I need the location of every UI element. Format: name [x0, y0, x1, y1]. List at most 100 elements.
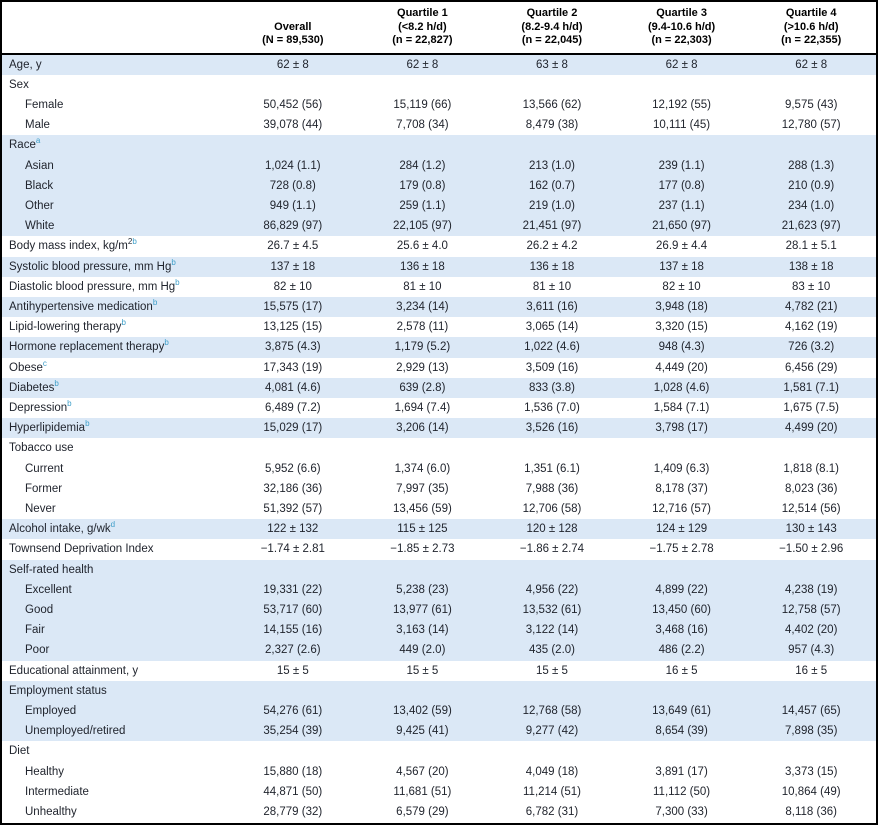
row-label-text: Race	[9, 139, 36, 152]
data-cell: 12,758 (57)	[781, 603, 841, 616]
column-header-title: Quartile 2	[526, 7, 578, 19]
table-row: Fair 14,155 (16) 3,163 (14) 3,122 (14) 3,468…	[2, 620, 876, 641]
data-cell	[617, 560, 747, 580]
table-row: Lipid-lowering therapyb 13,125 (15) 2,578 …	[2, 317, 876, 337]
data-cell: 62 ± 8	[795, 58, 828, 71]
row-label: Fair	[2, 620, 228, 640]
row-label-text: Antihypertensive medication	[9, 300, 153, 313]
data-cell: 35,254 (39)	[263, 725, 323, 738]
row-label: Body mass index, kg/m2b	[2, 236, 228, 256]
row-label-text: Lipid-lowering therapy	[9, 321, 122, 334]
footnote-marker: b	[67, 399, 72, 409]
column-header-n: (n = 22,355)	[781, 34, 842, 46]
data-cell: 1,694 (7.4)	[394, 401, 451, 414]
data-cell: 26.2 ± 4.2	[526, 240, 578, 253]
table-row: Healthy 15,880 (18) 4,567 (20) 4,049 (18) 3,…	[2, 762, 876, 782]
data-cell: 4,449 (20)	[655, 361, 708, 374]
data-cell: 13,532 (61)	[522, 603, 582, 616]
footnote-marker: a	[35, 136, 41, 146]
row-label-text: Obese	[9, 361, 43, 374]
column-header: Quartile 4 (>10.6 h/d) (n = 22,355)	[746, 2, 876, 55]
column-header-range: (9.4-10.6 h/d)	[647, 20, 716, 33]
row-label: Diabetesb	[2, 378, 228, 398]
data-cell	[617, 741, 747, 761]
data-cell: 136 ± 18	[529, 260, 575, 273]
row-label-text: Educational attainment, y	[9, 664, 139, 677]
row-label-text: Diet	[9, 745, 30, 758]
data-cell: 11,214 (51)	[523, 785, 581, 798]
data-cell: 137 ± 18	[659, 260, 704, 273]
row-label: Tobacco use	[2, 438, 228, 458]
row-label: Hormone replacement therapyb	[2, 337, 228, 357]
row-label-text: Employed	[25, 705, 77, 717]
row-label: Female	[2, 95, 228, 115]
column-header-n: (n = 22,827)	[392, 34, 453, 46]
data-cell	[487, 741, 617, 761]
data-cell	[228, 135, 358, 155]
row-label-text: Intermediate	[25, 785, 89, 798]
row-label: Townsend Deprivation Index	[2, 539, 228, 559]
data-cell: 17,343 (19)	[263, 361, 323, 374]
data-cell: 8,023 (36)	[784, 482, 838, 495]
row-label: Healthy	[2, 762, 228, 782]
table-row: Hormone replacement therapyb 3,875 (4.3) 1…	[2, 337, 876, 358]
data-cell: 15,575 (17)	[263, 300, 323, 313]
row-label-text: Systolic blood pressure, mm Hg	[9, 260, 172, 273]
data-cell: 210 (0.9)	[788, 179, 835, 192]
table-row: Hyperlipidemiab 15,029 (17) 3,206 (14) 3,52…	[2, 418, 876, 439]
table-row: Unhealthy 28,779 (32) 6,579 (29) 6,782 (31)…	[2, 802, 876, 822]
row-label: Employed	[2, 701, 228, 721]
row-label-text: Other	[25, 199, 54, 212]
data-cell: 1,374 (6.0)	[394, 462, 451, 475]
data-cell: 179 (0.8)	[399, 179, 446, 192]
data-cell: −1.75 ± 2.78	[649, 543, 714, 556]
data-cell: 81 ± 10	[532, 280, 572, 293]
data-cell: 3,320 (15)	[655, 321, 708, 334]
data-cell	[746, 135, 876, 155]
footnote-marker: b	[85, 419, 90, 429]
table-row: Asian 1,024 (1.1) 284 (1.2) 213 (1.0) 239 (1…	[2, 155, 876, 176]
data-cell: 137 ± 18	[270, 260, 316, 273]
row-label-text: Female	[25, 98, 64, 111]
data-cell: 4,049 (18)	[525, 765, 579, 778]
footnote-marker: b	[152, 298, 158, 308]
data-cell: 15 ± 5	[276, 664, 309, 677]
data-cell: 1,536 (7.0)	[524, 401, 580, 414]
column-header-title: Quartile 3	[656, 7, 707, 19]
row-label: Self-rated health	[2, 560, 228, 580]
data-cell: 948 (4.3)	[658, 341, 705, 354]
data-cell: 3,122 (14)	[525, 624, 579, 637]
data-cell: 13,566 (62)	[522, 98, 582, 111]
section-header-row: Employment status	[2, 680, 876, 701]
row-label: Diet	[2, 741, 228, 761]
row-label: White	[2, 216, 228, 236]
data-cell: 162 (0.7)	[528, 179, 575, 192]
row-label-text: Never	[25, 502, 56, 515]
data-cell: 7,988 (36)	[525, 482, 579, 495]
table-row: Antihypertensive medicationb 15,575 (17) 3…	[2, 296, 876, 318]
row-label-text: Hormone replacement therapy	[9, 341, 165, 354]
header-row: Overall (N = 89,530) Quartile 1 (<8.2 h/d)(…	[2, 2, 876, 55]
footnote-marker: b	[132, 237, 137, 247]
row-label-text: Tobacco use	[9, 442, 74, 455]
data-cell: 4,238 (19)	[784, 583, 838, 596]
row-label-text: Black	[25, 179, 54, 192]
data-cell: 13,125 (15)	[263, 321, 323, 334]
data-cell: 3,206 (14)	[396, 422, 449, 435]
row-label-text: Healthy	[25, 765, 64, 778]
row-label-text: Hyperlipidemia	[9, 422, 86, 435]
data-cell: 44,871 (50)	[263, 785, 323, 798]
data-cell	[228, 438, 358, 458]
section-header-row: Self-rated health	[2, 559, 876, 580]
footnote-marker: b	[164, 338, 169, 348]
row-label-text: Employment status	[9, 684, 107, 697]
column-header-range: (8.2-9.4 h/d)	[521, 20, 583, 33]
data-cell: 3,891 (17)	[655, 765, 708, 778]
data-cell	[228, 741, 358, 761]
data-cell: 21,623 (97)	[781, 220, 841, 233]
table-header: Overall (N = 89,530) Quartile 1 (<8.2 h/d)(…	[2, 2, 876, 55]
data-cell: 3,798 (17)	[655, 422, 708, 435]
data-cell: 53,717 (60)	[263, 603, 323, 616]
data-cell: 486 (2.2)	[658, 644, 705, 657]
data-cell	[358, 438, 488, 458]
